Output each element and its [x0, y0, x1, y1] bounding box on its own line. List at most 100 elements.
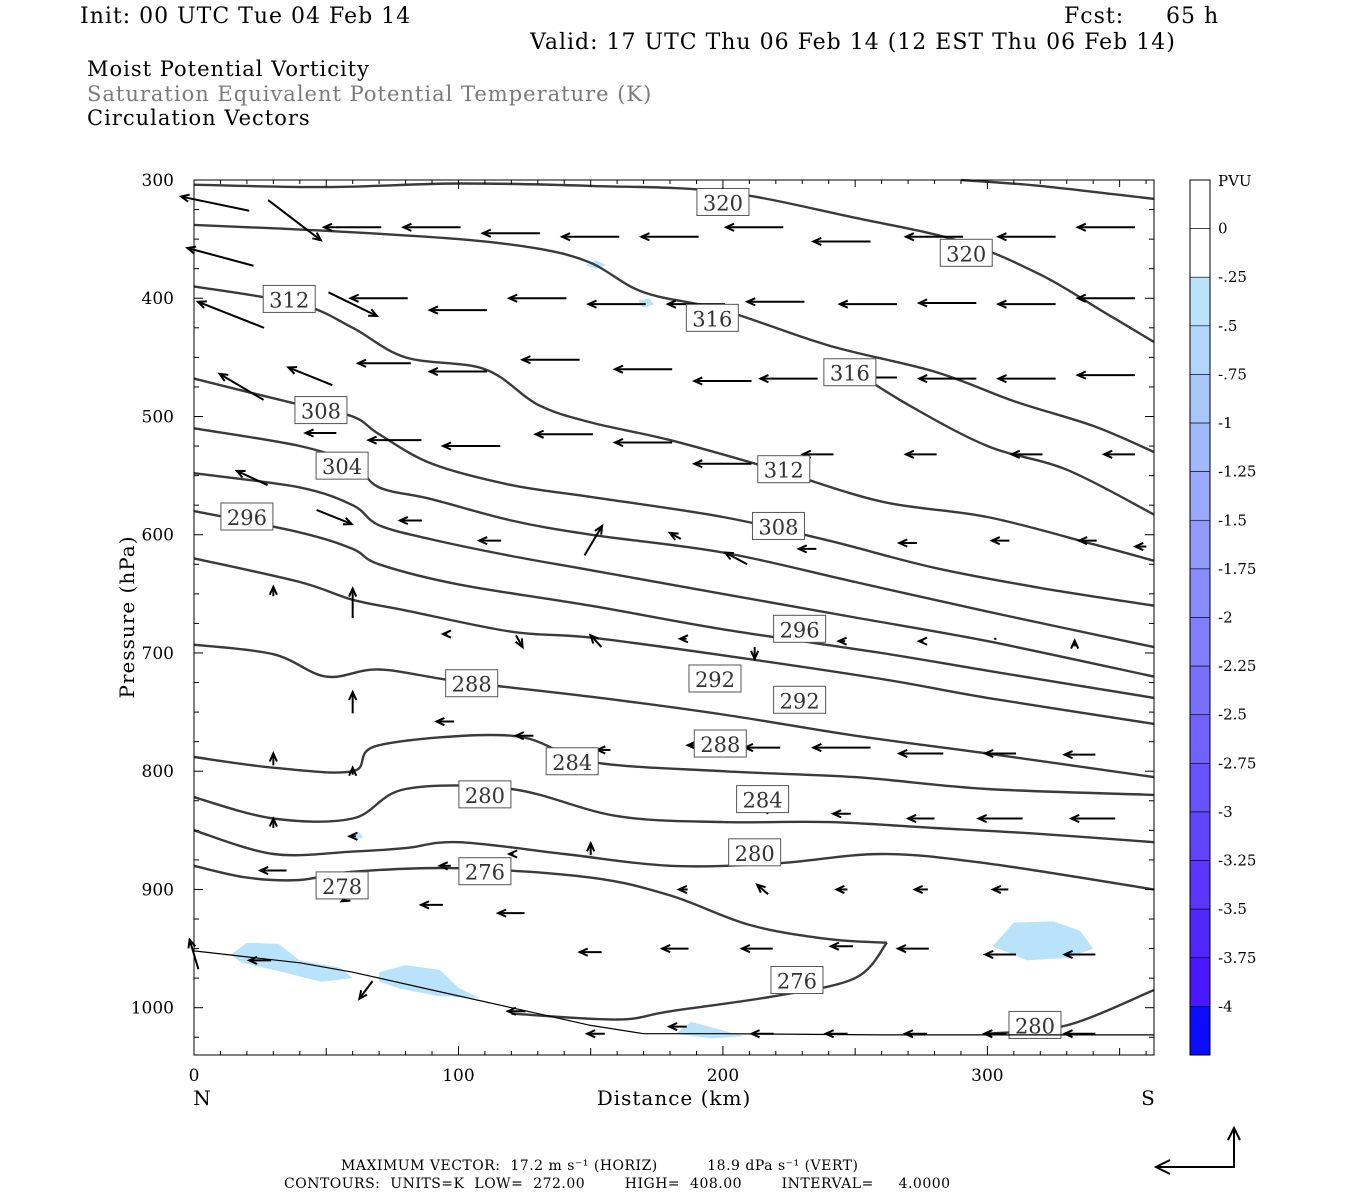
- vector-head: [588, 633, 599, 644]
- vector-arrow: [1101, 449, 1136, 459]
- vector-arrow: [178, 193, 250, 212]
- footer-contours: CONTOURS: UNITS=K LOW= 272.00 HIGH= 408.…: [284, 1176, 951, 1192]
- valid-time: Valid: 17 UTC Thu 06 Feb 14 (12 EST Thu …: [530, 30, 1176, 55]
- x-tick-label: 100: [442, 1066, 474, 1086]
- reference-vector-icon: [1153, 1125, 1241, 1175]
- vector-head: [418, 900, 430, 910]
- vector-arrow: [268, 816, 278, 828]
- vector-arrow: [217, 372, 265, 401]
- vector-arrow: [268, 584, 278, 597]
- vector-arrow: [981, 1029, 1007, 1039]
- vector-arrow: [833, 884, 848, 894]
- vector-arrow: [577, 947, 602, 957]
- vector-head: [577, 947, 589, 957]
- colorbar-level-label: -4: [1218, 997, 1233, 1015]
- vector-head: [342, 517, 355, 526]
- colorbar-segment: [1189, 617, 1211, 667]
- vector-head: [1075, 293, 1087, 303]
- vector-shaft: [267, 199, 322, 242]
- vector-head: [286, 366, 298, 375]
- vector-arrow: [348, 689, 358, 714]
- contour-312: [193, 285, 1155, 562]
- vector-head: [234, 469, 246, 479]
- colorbar-segment: [1189, 568, 1211, 618]
- axis-ticks: 300 400 500 600 700 800 900 1000 0 100 200 300: [131, 171, 1154, 1086]
- colorbar: 0 -.25 -.5 -.75 -1 -1.25 -1.5 -1.75 -2 -2.25 -2.5 -…: [1189, 179, 1256, 1056]
- vector-head: [480, 228, 492, 238]
- vector-head: [437, 861, 449, 871]
- vector-arrow: [896, 538, 917, 548]
- vector-arrow: [638, 232, 699, 242]
- contour-316: [193, 223, 1155, 454]
- vector-arrow: [346, 831, 358, 841]
- vector-head: [691, 376, 703, 386]
- vector-head: [1075, 222, 1087, 232]
- contour-276b: [511, 941, 888, 1021]
- vector-arrow: [1009, 449, 1043, 459]
- pv-shading: [231, 260, 1094, 1039]
- vector-arrow: [357, 980, 374, 1001]
- vector-arrow: [990, 884, 1009, 894]
- contour-label-box: [294, 396, 348, 425]
- vector-head: [514, 638, 524, 650]
- contour-label-box: [458, 857, 512, 886]
- vector-head: [257, 866, 269, 876]
- contour-label-box: [823, 358, 877, 387]
- vector-arrow: [506, 293, 567, 303]
- vector-head: [896, 748, 908, 758]
- contour-label-box: [736, 785, 790, 814]
- vector-head: [513, 731, 525, 741]
- contour-label-box: [728, 838, 782, 867]
- x-tick-label: 300: [971, 1066, 1003, 1086]
- forecast-label: Fcst:: [1064, 4, 1125, 29]
- y-tick-label: 600: [142, 526, 174, 546]
- colorbar-level-label: -3.25: [1218, 852, 1256, 870]
- vector-arrow: [286, 366, 333, 387]
- vector-head: [584, 1029, 596, 1039]
- plot-frame: [193, 179, 1155, 1056]
- vector-arrow: [723, 222, 784, 232]
- vector-head: [440, 441, 452, 451]
- contour-280: [193, 784, 1155, 844]
- colorbar-level-label: -2.75: [1218, 754, 1256, 772]
- vector-arrow: [982, 949, 1017, 960]
- colorbar-segment: [1189, 276, 1211, 327]
- vector-arrow: [418, 900, 444, 910]
- vector-head: [810, 236, 822, 246]
- vector-arrow: [427, 305, 488, 315]
- colorbar-level-label: -3.75: [1218, 949, 1256, 967]
- vector-head: [505, 1006, 517, 1016]
- contour-label-box: [262, 284, 316, 313]
- vector-arrow: [495, 908, 525, 918]
- vector-shaft: [197, 300, 265, 329]
- vector-head: [427, 367, 439, 377]
- init-time: Init: 00 UTC Tue 04 Feb 14: [80, 4, 412, 29]
- vector-head: [903, 232, 915, 242]
- vector-arrow: [691, 459, 752, 469]
- vector-arrow: [1062, 750, 1096, 760]
- contour-label: 312: [269, 288, 309, 312]
- colorbar-segment: [1189, 665, 1211, 716]
- circulation-vectors: [178, 193, 1147, 1039]
- colorbar-title: PVU: [1218, 172, 1252, 190]
- vector-arrow: [586, 299, 646, 309]
- contour-label: 276: [777, 970, 817, 994]
- vector-arrow: [982, 748, 1017, 758]
- vector-arrow: [594, 745, 611, 755]
- vector-arrow: [434, 717, 455, 727]
- vector-head: [185, 245, 197, 255]
- vector-head: [559, 232, 571, 242]
- contour-label: 296: [780, 618, 820, 642]
- vector-head: [586, 299, 597, 309]
- vector-head: [989, 536, 1001, 546]
- vector-head: [665, 299, 677, 309]
- contour-label-box: [688, 664, 742, 693]
- x-axis-label: Distance (km): [597, 1086, 752, 1110]
- vector-head: [612, 437, 624, 448]
- colorbar-segment: [1189, 908, 1211, 959]
- vector-head: [187, 937, 197, 949]
- vector-arrow: [828, 941, 853, 951]
- vector-head: [1076, 536, 1088, 546]
- vector-arrow: [1075, 293, 1135, 303]
- colorbar-segment: [1189, 325, 1211, 375]
